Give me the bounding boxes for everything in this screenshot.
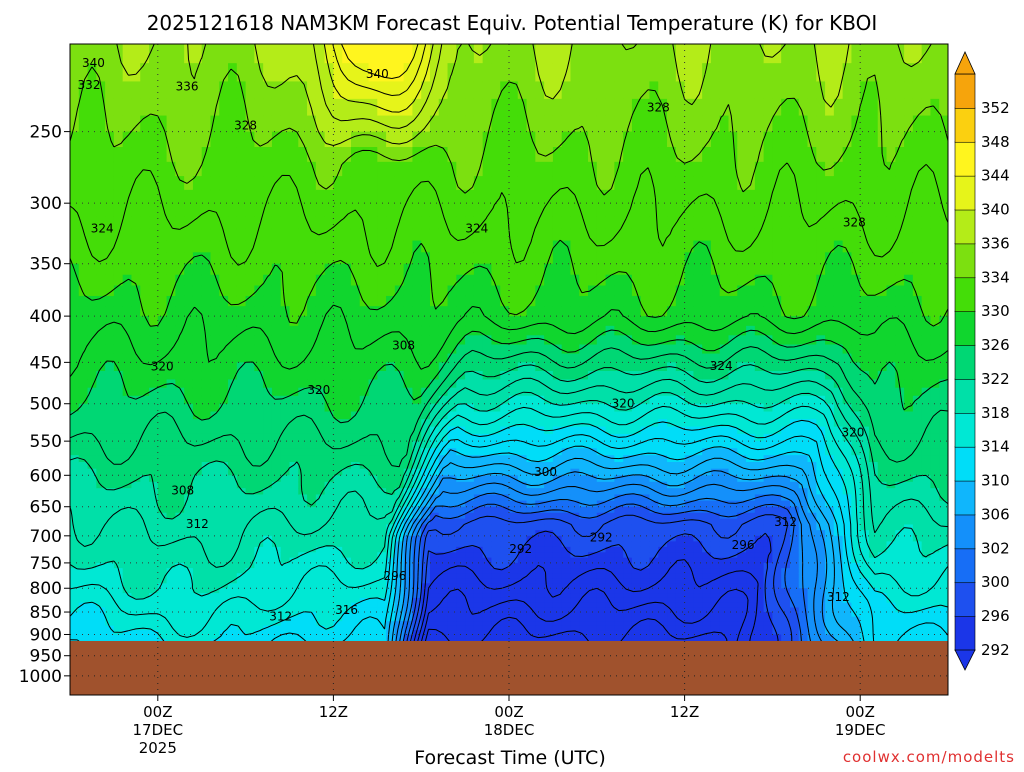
y-tick-label: 300 <box>30 194 62 214</box>
contour-label: 340 <box>82 56 105 70</box>
x-axis-label: Forecast Time (UTC) <box>414 747 605 768</box>
colorbar-label: 302 <box>981 539 1010 557</box>
colorbar-swatch <box>955 142 975 176</box>
colorbar-swatch <box>955 176 975 210</box>
colorbar-label: 340 <box>981 201 1010 219</box>
colorbar-label: 334 <box>981 268 1010 286</box>
y-tick-label: 250 <box>30 123 62 143</box>
contour-label: 332 <box>78 78 101 92</box>
colorbar-swatch <box>955 108 975 142</box>
contour-label: 296 <box>732 538 755 552</box>
colorbar-label: 314 <box>981 438 1010 456</box>
contour-label: 320 <box>841 426 864 440</box>
pressure-axis: 250 300 350 400 450 500 550 600 650 700 750 800 850 9… <box>19 123 70 687</box>
colorbar-swatch <box>955 481 975 515</box>
contour-label: 300 <box>534 465 557 479</box>
colorbar: 292 296 300 302 306 310 314 318 322 326 330 334 336 3… <box>955 52 1010 670</box>
y-tick-label: 600 <box>30 466 62 486</box>
contour-label: 312 <box>827 590 850 604</box>
contour-label: 292 <box>509 542 532 556</box>
contour-label: 336 <box>176 80 199 94</box>
colorbar-swatch <box>955 311 975 345</box>
colorbar-label: 310 <box>981 472 1010 490</box>
colorbar-swatch <box>955 379 975 413</box>
contour-label: 320 <box>151 360 174 374</box>
colorbar-swatch <box>955 277 975 311</box>
x-tick-label: 12Z <box>319 703 348 721</box>
colorbar-swatch <box>955 514 975 548</box>
contour-label: 328 <box>234 118 257 132</box>
y-tick-label: 1000 <box>19 667 62 687</box>
x-tick-label: 00Z <box>846 703 875 721</box>
colorbar-top-arrow <box>955 52 975 74</box>
contour-label: 308 <box>171 484 194 498</box>
colorbar-bottom-arrow <box>955 650 975 670</box>
contour-label: 328 <box>647 100 670 114</box>
contour-label: 292 <box>590 531 613 545</box>
colorbar-label: 326 <box>981 336 1010 354</box>
contour-label: 312 <box>186 517 209 531</box>
y-tick-label: 900 <box>30 626 62 646</box>
x-tick-label: 17DEC <box>133 721 184 739</box>
contour-label: 324 <box>710 359 733 373</box>
y-tick-label: 650 <box>30 498 62 518</box>
colorbar-label: 330 <box>981 302 1010 320</box>
contour-label: 340 <box>366 67 389 81</box>
y-tick-label: 750 <box>30 554 62 574</box>
contour-label: 328 <box>843 215 866 229</box>
contour-label: 320 <box>612 397 635 411</box>
colorbar-swatch <box>955 413 975 447</box>
contour-label: 324 <box>91 222 114 236</box>
x-tick-label: 12Z <box>670 703 699 721</box>
colorbar-label: 318 <box>981 404 1010 422</box>
x-tick-label: 19DEC <box>835 721 886 739</box>
y-tick-label: 800 <box>30 579 62 599</box>
colorbar-swatch <box>955 210 975 244</box>
y-tick-label: 550 <box>30 432 62 452</box>
y-tick-label: 950 <box>30 647 62 667</box>
colorbar-label: 296 <box>981 607 1010 625</box>
contour-label: 296 <box>383 569 406 583</box>
colorbar-swatch <box>955 74 975 108</box>
colorbar-swatch <box>955 582 975 616</box>
colorbar-swatch <box>955 243 975 277</box>
colorbar-swatch <box>955 345 975 379</box>
chart-title: 2025121618 NAM3KM Forecast Equiv. Potent… <box>147 11 878 35</box>
colorbar-label: 348 <box>981 133 1010 151</box>
colorbar-label: 336 <box>981 234 1010 252</box>
terrain-fill <box>70 641 948 695</box>
colorbar-swatch <box>955 616 975 650</box>
y-tick-label: 450 <box>30 353 62 373</box>
y-tick-label: 350 <box>30 255 62 275</box>
y-tick-label: 400 <box>30 307 62 327</box>
terrain-below-ground <box>70 641 948 695</box>
colorbar-label: 300 <box>981 573 1010 591</box>
x-tick-label: 00Z <box>494 703 523 721</box>
y-tick-label: 850 <box>30 603 62 623</box>
y-tick-label: 500 <box>30 395 62 415</box>
theta-e-filled-contours <box>70 44 949 696</box>
contour-label: 312 <box>774 515 797 529</box>
x-tick-label: 00Z <box>143 703 172 721</box>
credit-text: coolwx.com/modelts <box>843 748 1015 766</box>
y-tick-label: 700 <box>30 527 62 547</box>
contour-label: 324 <box>465 222 488 236</box>
colorbar-label: 344 <box>981 167 1010 185</box>
colorbar-label: 292 <box>981 641 1010 659</box>
colorbar-label: 322 <box>981 370 1010 388</box>
colorbar-label: 306 <box>981 506 1010 524</box>
colorbar-swatch <box>955 548 975 582</box>
x-tick-label: 2025 <box>139 739 177 757</box>
contour-label: 316 <box>335 603 358 617</box>
contour-label: 308 <box>392 338 415 352</box>
colorbar-label: 352 <box>981 99 1010 117</box>
x-tick-label: 18DEC <box>484 721 535 739</box>
contour-label: 320 <box>307 383 330 397</box>
contour-label: 312 <box>269 610 292 624</box>
colorbar-swatch <box>955 447 975 481</box>
